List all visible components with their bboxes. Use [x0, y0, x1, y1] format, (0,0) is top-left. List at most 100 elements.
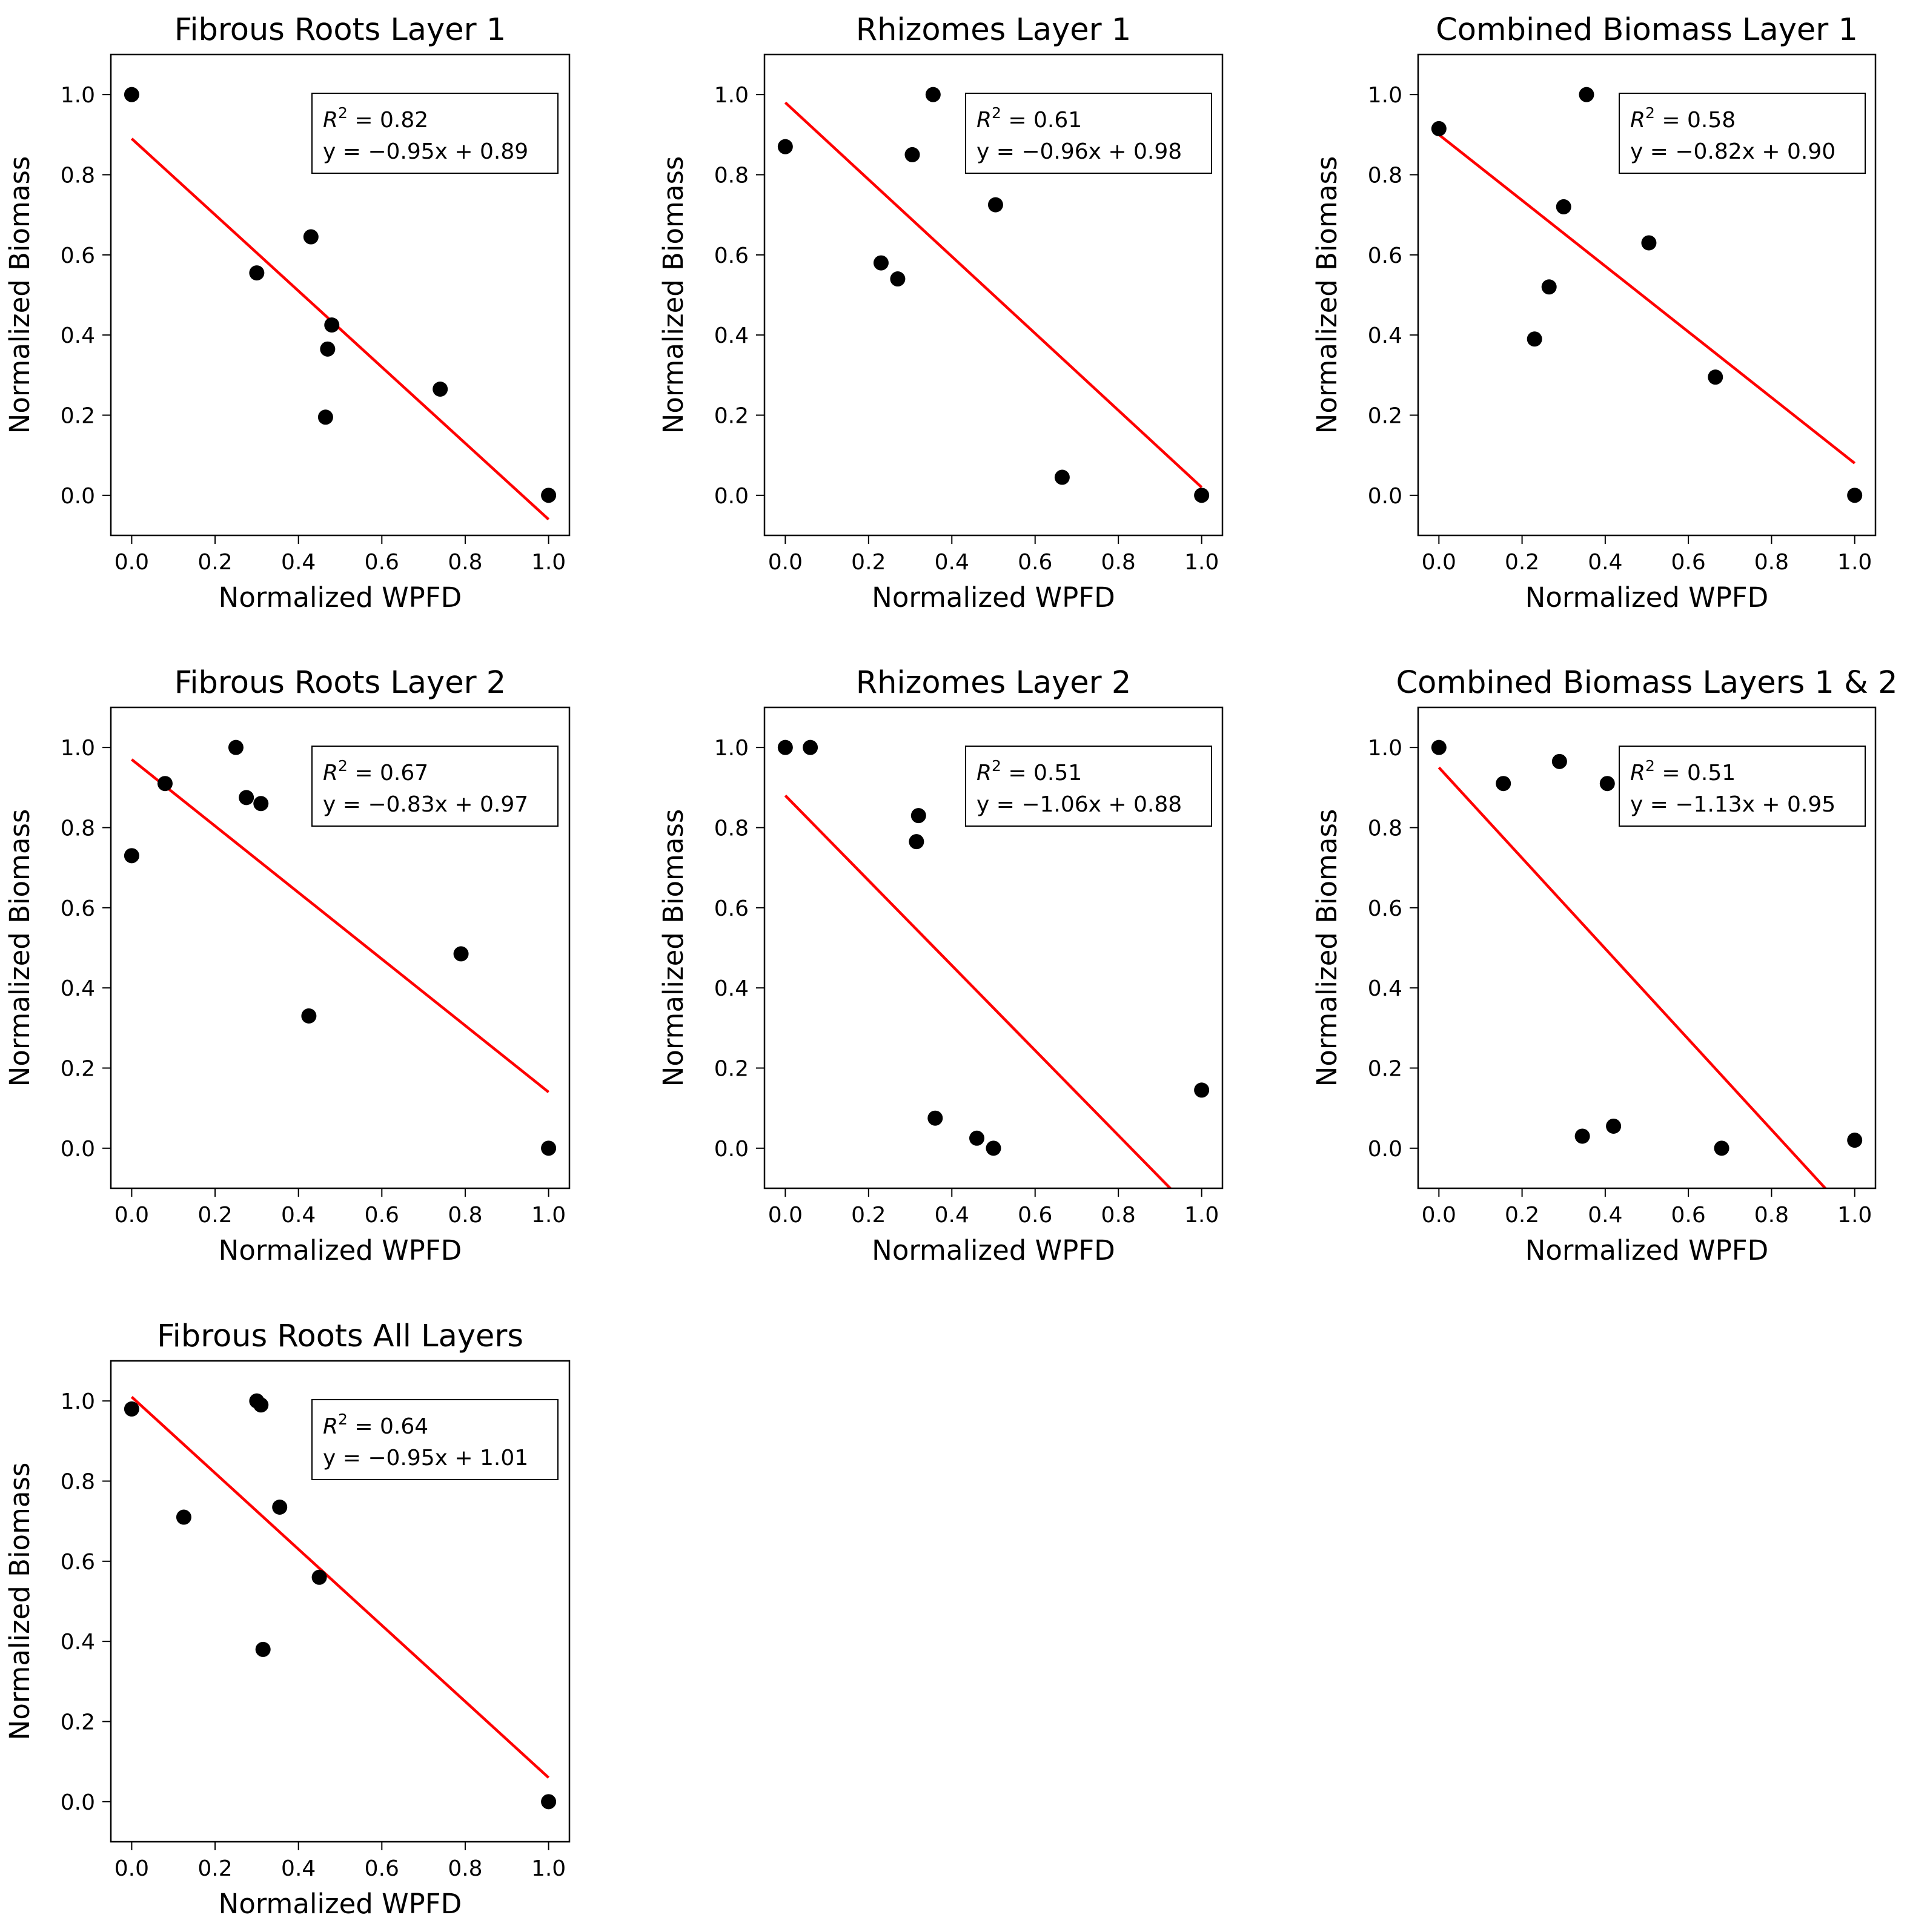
axes-frame — [110, 1360, 571, 1843]
chart-title: Fibrous Roots Layer 1 — [174, 12, 506, 48]
y-tick-label: 0.4 — [1368, 323, 1402, 348]
x-tick-label: 0.0 — [1422, 1203, 1456, 1228]
regression-line — [784, 101, 1203, 489]
data-point — [228, 739, 244, 755]
x-axis-label: Normalized WPFD — [872, 1234, 1115, 1266]
x-tick-label: 0.0 — [114, 550, 149, 575]
regression-line — [130, 1395, 550, 1779]
fit-equation: y = −0.96x + 0.98 — [977, 139, 1182, 164]
data-point — [1431, 121, 1447, 136]
panel-rhizomes-layer-2: Rhizomes Layer 2 0.0 0.2 0.4 0.6 0.8 1.0 0.0 0.2… — [657, 665, 1224, 1266]
r-exponent: 2 — [338, 104, 348, 122]
y-tick-label: 1.0 — [1368, 83, 1402, 108]
y-tick-label: 0.8 — [1368, 816, 1402, 841]
x-tick-label: 0.0 — [1422, 550, 1456, 575]
stats-box — [1619, 93, 1866, 174]
y-tick-label: 0.8 — [714, 816, 749, 841]
y-tick-label: 0.2 — [714, 1057, 749, 1082]
y-tick-label: 0.6 — [61, 243, 95, 268]
data-point — [1054, 469, 1070, 485]
x-tick-label: 1.0 — [531, 550, 566, 575]
r-squared-value: 0.67 — [380, 761, 428, 786]
fit-equation: y = −0.82x + 0.90 — [1630, 139, 1835, 164]
y-tick-label: 0.8 — [1368, 164, 1402, 188]
r-equals: = — [1655, 761, 1687, 786]
y-tick-label: 0.8 — [61, 164, 95, 188]
y-tick-label: 0.0 — [1368, 484, 1402, 509]
x-tick-label: 0.8 — [1101, 550, 1136, 575]
fit-equation: y = −0.95x + 0.89 — [323, 139, 528, 164]
r-exponent: 2 — [992, 757, 1001, 775]
data-point — [1847, 488, 1863, 503]
r-squared-value: 0.61 — [1033, 108, 1082, 133]
axes-frame — [763, 53, 1224, 537]
y-tick-label: 1.0 — [714, 736, 749, 761]
x-tick-label: 0.8 — [448, 1203, 482, 1228]
data-point — [249, 265, 265, 281]
y-tick-label: 0.0 — [61, 1790, 95, 1815]
data-point — [1847, 1133, 1863, 1148]
x-tick-label: 1.0 — [1184, 550, 1219, 575]
axes-frame — [1417, 706, 1877, 1189]
y-tick-label: 0.2 — [61, 404, 95, 429]
x-tick-label: 0.4 — [1588, 550, 1622, 575]
data-point — [1194, 1082, 1210, 1098]
x-tick-label: 0.2 — [851, 1203, 886, 1228]
data-point — [1641, 235, 1657, 251]
data-point — [1431, 739, 1447, 755]
data-point — [777, 739, 793, 755]
x-tick-label: 0.0 — [114, 1856, 149, 1881]
stats-box — [311, 1399, 559, 1480]
y-tick-label: 1.0 — [714, 83, 749, 108]
y-tick-label: 0.2 — [1368, 404, 1402, 429]
r-exponent: 2 — [992, 104, 1001, 122]
panel-fibrous-roots-layer-1: Fibrous Roots Layer 1 0.0 0.2 0.4 0.6 0.8 1.0 0… — [4, 12, 571, 614]
data-point — [453, 946, 469, 962]
regression-line — [1438, 766, 1828, 1188]
data-point — [124, 848, 139, 864]
fit-equation: y = −0.95x + 1.01 — [323, 1446, 528, 1471]
data-point — [541, 488, 557, 503]
chart-title: Combined Biomass Layers 1 & 2 — [1396, 665, 1897, 701]
regression-line — [131, 758, 549, 1093]
r-squared-text: R2 = 0.58 — [1630, 104, 1736, 133]
y-tick-label: 0.0 — [1368, 1137, 1402, 1162]
r-symbol: R — [1630, 108, 1645, 133]
r-squared-value: 0.64 — [380, 1414, 428, 1439]
data-point — [124, 1401, 139, 1417]
x-axis-label: Normalized WPFD — [219, 581, 462, 614]
chart-title: Rhizomes Layer 2 — [856, 665, 1132, 701]
r-exponent: 2 — [1645, 104, 1655, 122]
r-symbol: R — [977, 108, 992, 133]
data-point — [320, 341, 336, 357]
stats-box — [1619, 746, 1866, 827]
x-tick-label: 0.8 — [448, 1856, 482, 1881]
y-tick-label: 0.2 — [1368, 1057, 1402, 1082]
data-point — [303, 229, 319, 245]
data-point — [124, 87, 139, 102]
y-tick-label: 0.6 — [1368, 243, 1402, 268]
panel-rhizomes-layer-1: Rhizomes Layer 1 0.0 0.2 0.4 0.6 0.8 1.0 0.0 0.2… — [657, 12, 1224, 614]
y-tick-label: 0.0 — [61, 1137, 95, 1162]
y-tick-label: 1.0 — [61, 736, 95, 761]
x-tick-label: 0.4 — [1588, 1203, 1622, 1228]
x-tick-label: 0.8 — [1101, 1203, 1136, 1228]
data-point — [157, 776, 173, 792]
x-tick-label: 1.0 — [1837, 1203, 1872, 1228]
r-squared-text: R2 = 0.61 — [977, 104, 1082, 133]
data-point — [324, 317, 340, 333]
r-equals: = — [1001, 108, 1033, 133]
r-equals: = — [1655, 108, 1687, 133]
data-point — [904, 147, 920, 162]
y-tick-label: 0.0 — [61, 484, 95, 509]
data-point — [910, 808, 926, 824]
r-equals: = — [348, 108, 380, 133]
y-tick-label: 0.2 — [61, 1057, 95, 1082]
x-tick-label: 1.0 — [1837, 550, 1872, 575]
x-tick-label: 0.6 — [1671, 1203, 1706, 1228]
y-tick-label: 0.2 — [714, 404, 749, 429]
fit-equation: y = −1.06x + 0.88 — [977, 792, 1182, 817]
data-point — [239, 790, 254, 806]
data-point — [176, 1509, 191, 1525]
